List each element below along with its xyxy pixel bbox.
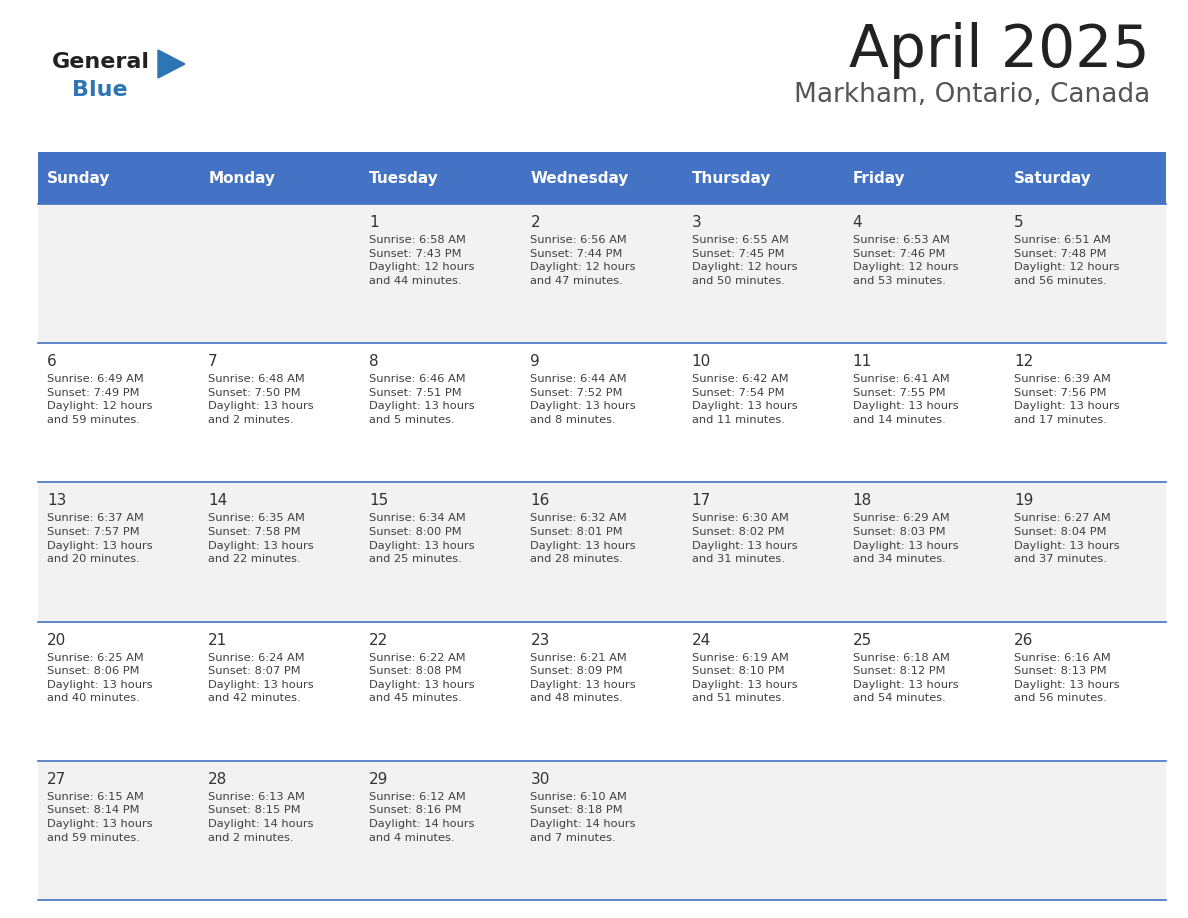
- Text: 21: 21: [208, 633, 227, 647]
- Text: Sunrise: 6:44 AM
Sunset: 7:52 PM
Daylight: 13 hours
and 8 minutes.: Sunrise: 6:44 AM Sunset: 7:52 PM Dayligh…: [530, 375, 636, 425]
- Text: Sunrise: 6:55 AM
Sunset: 7:45 PM
Daylight: 12 hours
and 50 minutes.: Sunrise: 6:55 AM Sunset: 7:45 PM Dayligh…: [691, 235, 797, 285]
- Text: Sunrise: 6:12 AM
Sunset: 8:16 PM
Daylight: 14 hours
and 4 minutes.: Sunrise: 6:12 AM Sunset: 8:16 PM Dayligh…: [369, 792, 475, 843]
- Text: 26: 26: [1013, 633, 1034, 647]
- Text: Sunrise: 6:39 AM
Sunset: 7:56 PM
Daylight: 13 hours
and 17 minutes.: Sunrise: 6:39 AM Sunset: 7:56 PM Dayligh…: [1013, 375, 1119, 425]
- Text: 10: 10: [691, 354, 710, 369]
- Text: 24: 24: [691, 633, 710, 647]
- Text: Sunrise: 6:58 AM
Sunset: 7:43 PM
Daylight: 12 hours
and 44 minutes.: Sunrise: 6:58 AM Sunset: 7:43 PM Dayligh…: [369, 235, 475, 285]
- Text: Sunrise: 6:42 AM
Sunset: 7:54 PM
Daylight: 13 hours
and 11 minutes.: Sunrise: 6:42 AM Sunset: 7:54 PM Dayligh…: [691, 375, 797, 425]
- Text: Friday: Friday: [853, 171, 905, 185]
- Text: Monday: Monday: [208, 171, 276, 185]
- Text: Sunrise: 6:41 AM
Sunset: 7:55 PM
Daylight: 13 hours
and 14 minutes.: Sunrise: 6:41 AM Sunset: 7:55 PM Dayligh…: [853, 375, 959, 425]
- Text: Tuesday: Tuesday: [369, 171, 440, 185]
- Bar: [38, 204, 1165, 343]
- Text: 6: 6: [48, 354, 57, 369]
- Text: 3: 3: [691, 215, 701, 230]
- Text: Sunrise: 6:49 AM
Sunset: 7:49 PM
Daylight: 12 hours
and 59 minutes.: Sunrise: 6:49 AM Sunset: 7:49 PM Dayligh…: [48, 375, 152, 425]
- Text: 23: 23: [530, 633, 550, 647]
- Text: 19: 19: [1013, 493, 1034, 509]
- Text: Sunrise: 6:48 AM
Sunset: 7:50 PM
Daylight: 13 hours
and 2 minutes.: Sunrise: 6:48 AM Sunset: 7:50 PM Dayligh…: [208, 375, 314, 425]
- Text: Sunrise: 6:30 AM
Sunset: 8:02 PM
Daylight: 13 hours
and 31 minutes.: Sunrise: 6:30 AM Sunset: 8:02 PM Dayligh…: [691, 513, 797, 565]
- Bar: [38, 343, 1165, 482]
- Text: 30: 30: [530, 772, 550, 787]
- Text: Sunrise: 6:56 AM
Sunset: 7:44 PM
Daylight: 12 hours
and 47 minutes.: Sunrise: 6:56 AM Sunset: 7:44 PM Dayligh…: [530, 235, 636, 285]
- Text: Sunrise: 6:34 AM
Sunset: 8:00 PM
Daylight: 13 hours
and 25 minutes.: Sunrise: 6:34 AM Sunset: 8:00 PM Dayligh…: [369, 513, 475, 565]
- Text: April 2025: April 2025: [849, 22, 1150, 79]
- Text: Sunrise: 6:32 AM
Sunset: 8:01 PM
Daylight: 13 hours
and 28 minutes.: Sunrise: 6:32 AM Sunset: 8:01 PM Dayligh…: [530, 513, 636, 565]
- Text: Sunrise: 6:53 AM
Sunset: 7:46 PM
Daylight: 12 hours
and 53 minutes.: Sunrise: 6:53 AM Sunset: 7:46 PM Dayligh…: [853, 235, 959, 285]
- Bar: [38, 152, 1165, 204]
- Text: Sunrise: 6:16 AM
Sunset: 8:13 PM
Daylight: 13 hours
and 56 minutes.: Sunrise: 6:16 AM Sunset: 8:13 PM Dayligh…: [1013, 653, 1119, 703]
- Text: Sunday: Sunday: [48, 171, 110, 185]
- Text: 11: 11: [853, 354, 872, 369]
- Text: Thursday: Thursday: [691, 171, 771, 185]
- Text: Sunrise: 6:29 AM
Sunset: 8:03 PM
Daylight: 13 hours
and 34 minutes.: Sunrise: 6:29 AM Sunset: 8:03 PM Dayligh…: [853, 513, 959, 565]
- Text: Markham, Ontario, Canada: Markham, Ontario, Canada: [794, 82, 1150, 108]
- Text: 15: 15: [369, 493, 388, 509]
- Bar: [38, 621, 1165, 761]
- Text: Sunrise: 6:46 AM
Sunset: 7:51 PM
Daylight: 13 hours
and 5 minutes.: Sunrise: 6:46 AM Sunset: 7:51 PM Dayligh…: [369, 375, 475, 425]
- Text: 17: 17: [691, 493, 710, 509]
- Text: 18: 18: [853, 493, 872, 509]
- Bar: [38, 482, 1165, 621]
- Text: 12: 12: [1013, 354, 1034, 369]
- Text: 8: 8: [369, 354, 379, 369]
- Text: Sunrise: 6:19 AM
Sunset: 8:10 PM
Daylight: 13 hours
and 51 minutes.: Sunrise: 6:19 AM Sunset: 8:10 PM Dayligh…: [691, 653, 797, 703]
- Text: 9: 9: [530, 354, 541, 369]
- Text: Sunrise: 6:21 AM
Sunset: 8:09 PM
Daylight: 13 hours
and 48 minutes.: Sunrise: 6:21 AM Sunset: 8:09 PM Dayligh…: [530, 653, 636, 703]
- Text: Sunrise: 6:13 AM
Sunset: 8:15 PM
Daylight: 14 hours
and 2 minutes.: Sunrise: 6:13 AM Sunset: 8:15 PM Dayligh…: [208, 792, 314, 843]
- Text: 1: 1: [369, 215, 379, 230]
- Text: Sunrise: 6:24 AM
Sunset: 8:07 PM
Daylight: 13 hours
and 42 minutes.: Sunrise: 6:24 AM Sunset: 8:07 PM Dayligh…: [208, 653, 314, 703]
- Text: 29: 29: [369, 772, 388, 787]
- Text: Sunrise: 6:18 AM
Sunset: 8:12 PM
Daylight: 13 hours
and 54 minutes.: Sunrise: 6:18 AM Sunset: 8:12 PM Dayligh…: [853, 653, 959, 703]
- Polygon shape: [158, 50, 185, 78]
- Text: 27: 27: [48, 772, 67, 787]
- Text: 13: 13: [48, 493, 67, 509]
- Text: Wednesday: Wednesday: [530, 171, 628, 185]
- Text: Sunrise: 6:22 AM
Sunset: 8:08 PM
Daylight: 13 hours
and 45 minutes.: Sunrise: 6:22 AM Sunset: 8:08 PM Dayligh…: [369, 653, 475, 703]
- Text: 14: 14: [208, 493, 227, 509]
- Text: 4: 4: [853, 215, 862, 230]
- Text: Sunrise: 6:37 AM
Sunset: 7:57 PM
Daylight: 13 hours
and 20 minutes.: Sunrise: 6:37 AM Sunset: 7:57 PM Dayligh…: [48, 513, 152, 565]
- Text: 20: 20: [48, 633, 67, 647]
- Text: 25: 25: [853, 633, 872, 647]
- Text: General: General: [52, 52, 150, 72]
- Text: Sunrise: 6:15 AM
Sunset: 8:14 PM
Daylight: 13 hours
and 59 minutes.: Sunrise: 6:15 AM Sunset: 8:14 PM Dayligh…: [48, 792, 152, 843]
- Text: Sunrise: 6:51 AM
Sunset: 7:48 PM
Daylight: 12 hours
and 56 minutes.: Sunrise: 6:51 AM Sunset: 7:48 PM Dayligh…: [1013, 235, 1119, 285]
- Text: Sunrise: 6:27 AM
Sunset: 8:04 PM
Daylight: 13 hours
and 37 minutes.: Sunrise: 6:27 AM Sunset: 8:04 PM Dayligh…: [1013, 513, 1119, 565]
- Text: 7: 7: [208, 354, 217, 369]
- Bar: [38, 761, 1165, 900]
- Text: Blue: Blue: [72, 80, 127, 100]
- Text: 22: 22: [369, 633, 388, 647]
- Text: 2: 2: [530, 215, 541, 230]
- Text: 16: 16: [530, 493, 550, 509]
- Text: Sunrise: 6:10 AM
Sunset: 8:18 PM
Daylight: 14 hours
and 7 minutes.: Sunrise: 6:10 AM Sunset: 8:18 PM Dayligh…: [530, 792, 636, 843]
- Text: Saturday: Saturday: [1013, 171, 1092, 185]
- Text: 28: 28: [208, 772, 227, 787]
- Text: Sunrise: 6:25 AM
Sunset: 8:06 PM
Daylight: 13 hours
and 40 minutes.: Sunrise: 6:25 AM Sunset: 8:06 PM Dayligh…: [48, 653, 152, 703]
- Text: Sunrise: 6:35 AM
Sunset: 7:58 PM
Daylight: 13 hours
and 22 minutes.: Sunrise: 6:35 AM Sunset: 7:58 PM Dayligh…: [208, 513, 314, 565]
- Text: 5: 5: [1013, 215, 1024, 230]
